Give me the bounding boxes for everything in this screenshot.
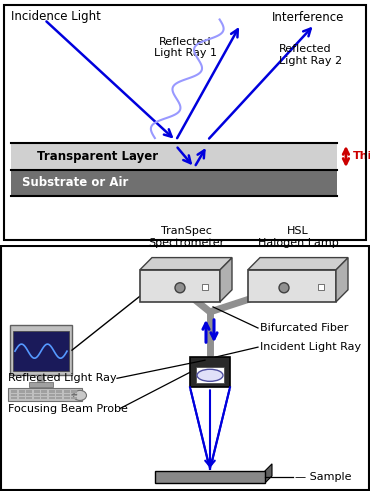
Text: Interference: Interference <box>272 11 344 24</box>
Bar <box>8 388 82 402</box>
Bar <box>140 270 220 302</box>
Bar <box>41 397 47 400</box>
Bar <box>56 397 62 400</box>
Text: — Sample: — Sample <box>295 472 352 482</box>
Circle shape <box>175 283 185 293</box>
Bar <box>71 397 77 400</box>
Bar <box>18 390 24 393</box>
Bar <box>34 394 40 396</box>
Bar <box>13 331 69 371</box>
Bar <box>71 390 77 393</box>
Polygon shape <box>140 258 232 270</box>
Bar <box>41 390 47 393</box>
Text: Thickness: Thickness <box>353 152 370 162</box>
Bar <box>155 471 265 483</box>
Text: Transparent Layer: Transparent Layer <box>37 150 158 163</box>
Bar <box>26 394 32 396</box>
Bar <box>11 397 17 400</box>
Ellipse shape <box>197 369 223 382</box>
Bar <box>34 390 40 393</box>
Polygon shape <box>265 464 272 483</box>
Bar <box>190 357 230 387</box>
Bar <box>37 374 45 383</box>
Text: Incident Light Ray: Incident Light Ray <box>260 342 361 352</box>
Bar <box>64 394 70 396</box>
Bar <box>11 390 17 393</box>
Bar <box>18 394 24 396</box>
Bar <box>202 284 208 290</box>
Bar <box>11 170 337 195</box>
Text: Reflected
Light Ray 2: Reflected Light Ray 2 <box>279 44 343 66</box>
Polygon shape <box>220 258 232 302</box>
Bar <box>248 270 336 302</box>
Bar <box>11 394 17 396</box>
Bar <box>64 390 70 393</box>
Bar <box>18 397 24 400</box>
Circle shape <box>279 283 289 293</box>
Bar <box>29 382 53 387</box>
Bar <box>48 394 54 396</box>
Bar <box>26 397 32 400</box>
Bar <box>318 284 324 290</box>
Bar <box>11 143 337 170</box>
Bar <box>196 367 224 383</box>
Bar <box>48 390 54 393</box>
Bar <box>56 390 62 393</box>
Bar <box>48 397 54 400</box>
Ellipse shape <box>74 390 87 401</box>
Text: Substrate or Air: Substrate or Air <box>22 176 129 189</box>
Polygon shape <box>248 258 348 270</box>
Text: Incidence Light: Incidence Light <box>11 10 101 23</box>
Polygon shape <box>336 258 348 302</box>
Text: Focusing Beam Probe: Focusing Beam Probe <box>8 404 128 413</box>
Bar <box>41 394 47 396</box>
Text: HSL
Halogen Lamp: HSL Halogen Lamp <box>258 226 339 247</box>
Bar <box>34 397 40 400</box>
Bar <box>56 394 62 396</box>
Bar <box>71 394 77 396</box>
Bar <box>10 325 72 375</box>
Text: Bifurcated Fiber: Bifurcated Fiber <box>260 323 349 333</box>
Text: Reflected Light Ray: Reflected Light Ray <box>8 373 117 383</box>
Bar <box>64 397 70 400</box>
Text: TranSpec
Spectrometer: TranSpec Spectrometer <box>148 226 224 247</box>
Text: Reflected
Light Ray 1: Reflected Light Ray 1 <box>154 37 216 58</box>
Bar <box>26 390 32 393</box>
